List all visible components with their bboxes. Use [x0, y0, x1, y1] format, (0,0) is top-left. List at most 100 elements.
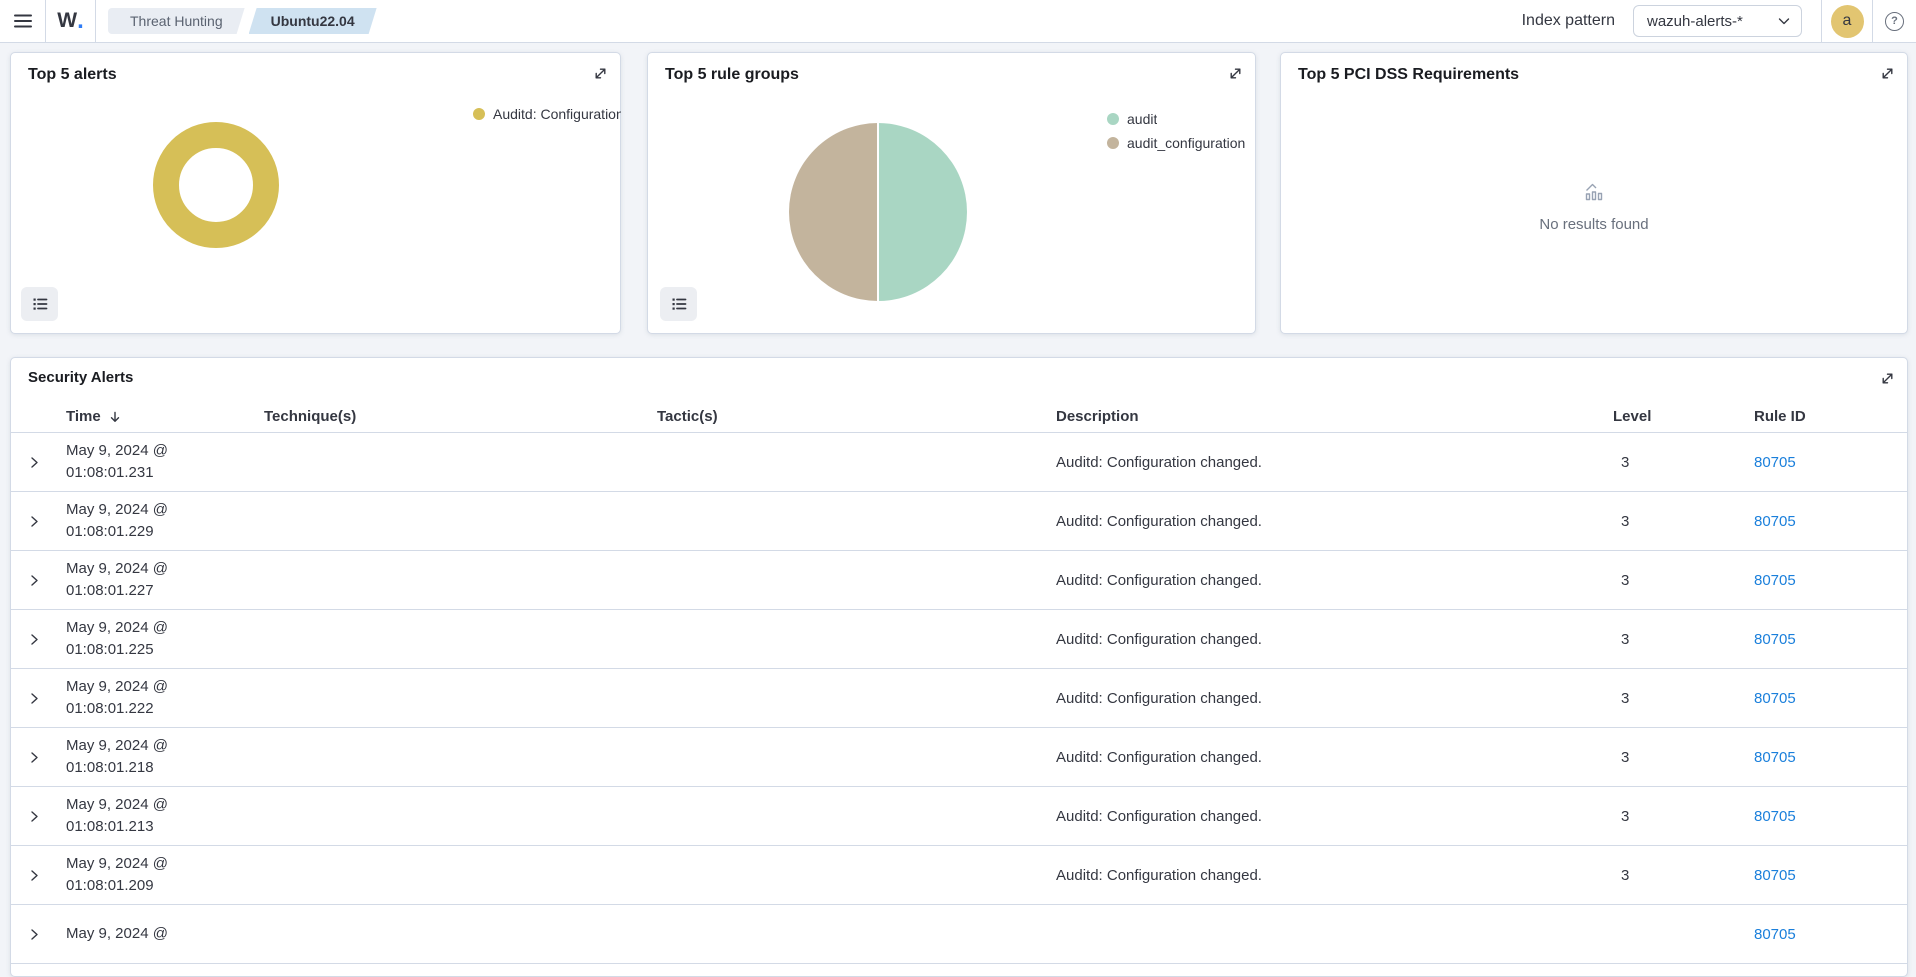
avatar-section: a	[1822, 0, 1872, 42]
description-cell: Auditd: Configuration changed.	[1056, 866, 1262, 884]
description-cell: Auditd: Configuration changed.	[1056, 689, 1262, 707]
level-cell: 3	[1621, 453, 1630, 471]
chart-legend: Auditd: Configuration...	[473, 105, 621, 123]
table-row: May 9, 2024 @01:08:01.225 Auditd: Config…	[11, 610, 1907, 669]
legend-item[interactable]: Auditd: Configuration...	[473, 105, 621, 123]
description-cell: Auditd: Configuration changed.	[1056, 512, 1262, 530]
rule-id-link[interactable]: 80705	[1754, 807, 1796, 825]
column-header-tactics[interactable]: Tactic(s)	[657, 408, 718, 425]
row-expander-chevron-right-icon[interactable]	[23, 510, 45, 532]
index-pattern-value: wazuh-alerts-*	[1647, 12, 1743, 30]
time-cell: May 9, 2024 @01:08:01.225	[66, 619, 168, 658]
row-expander-chevron-right-icon[interactable]	[23, 746, 45, 768]
description-cell: Auditd: Configuration changed.	[1056, 571, 1262, 589]
table-row: May 9, 2024 @01:08:01.231 Auditd: Config…	[11, 433, 1907, 492]
legend-swatch-icon	[473, 108, 485, 120]
row-expander-chevron-right-icon[interactable]	[23, 628, 45, 650]
row-expander-chevron-right-icon[interactable]	[23, 864, 45, 886]
pie-slice-divider	[877, 123, 879, 301]
panel-title-top-5-rule-groups: Top 5 rule groups	[665, 66, 799, 83]
time-cell: May 9, 2024 @01:08:01.222	[66, 678, 168, 717]
level-cell: 3	[1621, 512, 1630, 530]
top-5-alerts-panel: Top 5 alerts Auditd: Configuration...	[10, 52, 621, 334]
time-cell: May 9, 2024 @01:08:01.231	[66, 442, 168, 481]
pie-chart-top-5-rule-groups[interactable]	[789, 123, 967, 301]
legend-label: audit_configuration	[1127, 135, 1246, 151]
time-cell: May 9, 2024 @01:08:01.209	[66, 855, 168, 894]
level-cell: 3	[1621, 748, 1630, 766]
rule-id-link[interactable]: 80705	[1754, 866, 1796, 884]
breadcrumb-agent[interactable]: Ubuntu22.04	[249, 8, 377, 34]
row-expander-chevron-right-icon[interactable]	[23, 569, 45, 591]
chevron-down-icon	[1778, 18, 1790, 25]
row-expander-chevron-right-icon[interactable]	[23, 451, 45, 473]
level-cell: 3	[1621, 630, 1630, 648]
legend-label: Auditd: Configuration...	[493, 106, 621, 122]
legend-item[interactable]: audit_configuration	[1107, 131, 1245, 155]
donut-chart-top-5-alerts[interactable]	[153, 122, 279, 248]
time-cell: May 9, 2024 @01:08:01.218	[66, 737, 168, 776]
expand-icon[interactable]	[1877, 368, 1897, 388]
table-row: May 9, 2024 @ 80705	[11, 905, 1907, 964]
table-row: May 9, 2024 @01:08:01.227 Auditd: Config…	[11, 551, 1907, 610]
time-cell: May 9, 2024 @	[66, 925, 168, 942]
legend-toggle-button[interactable]	[21, 287, 58, 321]
legend-item[interactable]: audit	[1107, 107, 1245, 131]
legend-swatch-icon	[1107, 137, 1119, 149]
rule-id-link[interactable]: 80705	[1754, 689, 1796, 707]
table-header-row: Time Technique(s) Tactic(s) Description …	[11, 401, 1907, 433]
index-pattern-select[interactable]: wazuh-alerts-*	[1633, 5, 1802, 37]
table-row: May 9, 2024 @01:08:01.222 Auditd: Config…	[11, 669, 1907, 728]
security-alerts-table: Time Technique(s) Tactic(s) Description …	[11, 401, 1907, 964]
bar-chart-icon	[1585, 183, 1603, 201]
chart-legend: audit audit_configuration	[1107, 107, 1245, 155]
column-header-description[interactable]: Description	[1056, 408, 1139, 425]
rule-id-link[interactable]: 80705	[1754, 748, 1796, 766]
row-expander-chevron-right-icon[interactable]	[23, 687, 45, 709]
menu-button[interactable]	[0, 0, 46, 42]
expand-icon[interactable]	[1877, 63, 1897, 83]
security-alerts-title: Security Alerts	[28, 369, 134, 386]
menu-icon	[13, 14, 32, 28]
rule-id-link[interactable]: 80705	[1754, 630, 1796, 648]
list-icon	[672, 298, 686, 310]
wazuh-logo: W.	[46, 0, 96, 42]
topbar-right-section: Index pattern wazuh-alerts-* a ?	[1522, 0, 1916, 42]
expand-icon[interactable]	[1225, 63, 1245, 83]
column-header-level[interactable]: Level	[1613, 408, 1652, 425]
logo-text: W	[57, 9, 78, 32]
expand-icon[interactable]	[590, 63, 610, 83]
description-cell: Auditd: Configuration changed.	[1056, 630, 1262, 648]
column-header-rule-id[interactable]: Rule ID	[1754, 408, 1806, 425]
column-header-techniques[interactable]: Technique(s)	[264, 408, 357, 425]
index-pattern-label: Index pattern	[1521, 12, 1615, 29]
rule-id-link[interactable]: 80705	[1754, 571, 1796, 589]
legend-toggle-button[interactable]	[660, 287, 697, 321]
time-cell: May 9, 2024 @01:08:01.229	[66, 501, 168, 540]
breadcrumb-threat-hunting[interactable]: Threat Hunting	[108, 8, 245, 34]
avatar[interactable]: a	[1830, 4, 1864, 38]
top-5-pci-dss-panel: Top 5 PCI DSS Requirements No results fo…	[1280, 52, 1908, 334]
description-cell: Auditd: Configuration changed.	[1056, 453, 1262, 471]
description-cell: Auditd: Configuration changed.	[1056, 748, 1262, 766]
level-cell: 3	[1621, 571, 1630, 589]
level-cell: 3	[1621, 689, 1630, 707]
row-expander-chevron-right-icon[interactable]	[23, 805, 45, 827]
legend-swatch-icon	[1107, 113, 1119, 125]
level-cell: 3	[1621, 807, 1630, 825]
table-row: May 9, 2024 @01:08:01.218 Auditd: Config…	[11, 728, 1907, 787]
topbar-divider	[1821, 0, 1822, 42]
column-header-time[interactable]: Time	[56, 408, 255, 425]
help-section: ?	[1873, 0, 1916, 42]
rule-id-link[interactable]: 80705	[1754, 925, 1796, 943]
panel-title-top-5-pci-dss: Top 5 PCI DSS Requirements	[1298, 66, 1520, 83]
logo-dot: .	[77, 7, 84, 34]
rule-id-link[interactable]: 80705	[1754, 453, 1796, 471]
no-results-empty-state: No results found	[1281, 181, 1907, 233]
breadcrumb: Threat Hunting Ubuntu22.04	[108, 8, 377, 34]
row-expander-chevron-right-icon[interactable]	[23, 923, 45, 945]
rule-id-link[interactable]: 80705	[1754, 512, 1796, 530]
description-cell: Auditd: Configuration changed.	[1056, 807, 1262, 825]
topbar-divider	[1872, 0, 1873, 42]
help-icon[interactable]: ?	[1885, 11, 1904, 31]
